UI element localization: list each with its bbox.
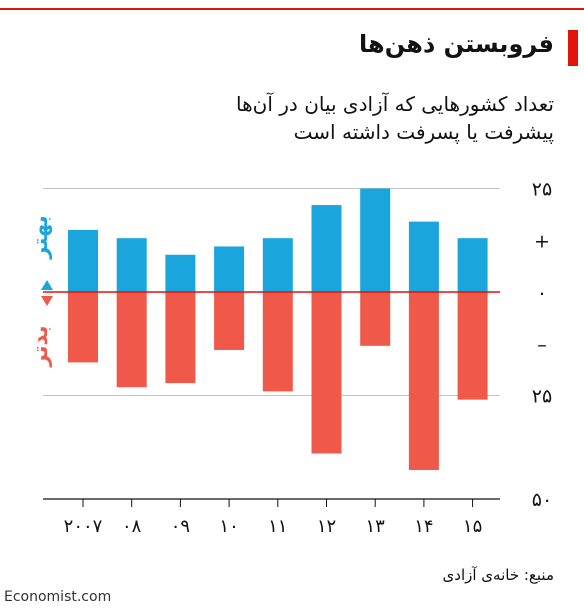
better-arrow-icon [41,280,53,290]
worse-arrow-icon [41,296,53,306]
bar-better [165,254,196,292]
top-rule [0,8,584,10]
y-tick-label: ۲۵ [532,386,552,408]
x-tick-label: ۲۰۰۷ [64,516,103,537]
legend-worse-label: بدتر [28,326,52,368]
bar-worse [214,292,245,350]
y-tick-label: + [534,230,550,252]
bar-worse [457,292,488,400]
x-tick-label: ۱۲ [317,516,336,537]
bar-worse [360,292,391,346]
bar-better [360,188,391,292]
bar-better [68,229,98,292]
brand-credit: Economist.com [4,589,112,605]
chart-title: فروبستن ذهن‌ها [359,30,554,58]
bar-better [311,205,342,292]
legend-better-label: بهتر [28,215,52,259]
bar-worse [311,292,342,454]
x-tick-label: ۱۴ [414,516,433,537]
x-tick-label: ۱۳ [366,516,386,537]
bar-better [214,246,245,292]
x-tick-label: ۱۰ [219,516,238,537]
x-tick-label: ۱۱ [268,516,287,537]
bar-better [116,238,147,292]
brand-tab [568,30,578,66]
bar-better [457,238,488,292]
x-tick-label: ۰۸ [122,516,142,537]
bar-worse [116,292,147,388]
y-tick-label: – [537,334,547,356]
bar-worse [408,292,439,471]
bar-chart: ۲۵ +۰ – ۲۵ ۵۰ ۲۰۰۷ ۰۸ ۰۹ ۱۰ ۱۱ ۱۲ ۱۳ ۱۴ ۱۵ بهتر بدتر [28,179,552,538]
y-tick-label: ۵۰ [532,489,552,511]
bar-worse [68,292,98,363]
bar-worse [165,292,196,384]
chart-subtitle: تعداد کشورهایی که آزادی بیان در آن‌ها پی… [236,92,554,144]
bar-worse [262,292,293,392]
bar-better [408,221,439,292]
bar-better [262,238,293,292]
x-tick-label: ۰۹ [171,516,190,537]
y-tick-label: ۰ [537,282,547,304]
y-tick-label: ۲۵ [532,179,552,201]
x-tick-label: ۱۵ [463,516,482,537]
source-note: منبع: خانه‌ی آزادی [442,566,554,584]
